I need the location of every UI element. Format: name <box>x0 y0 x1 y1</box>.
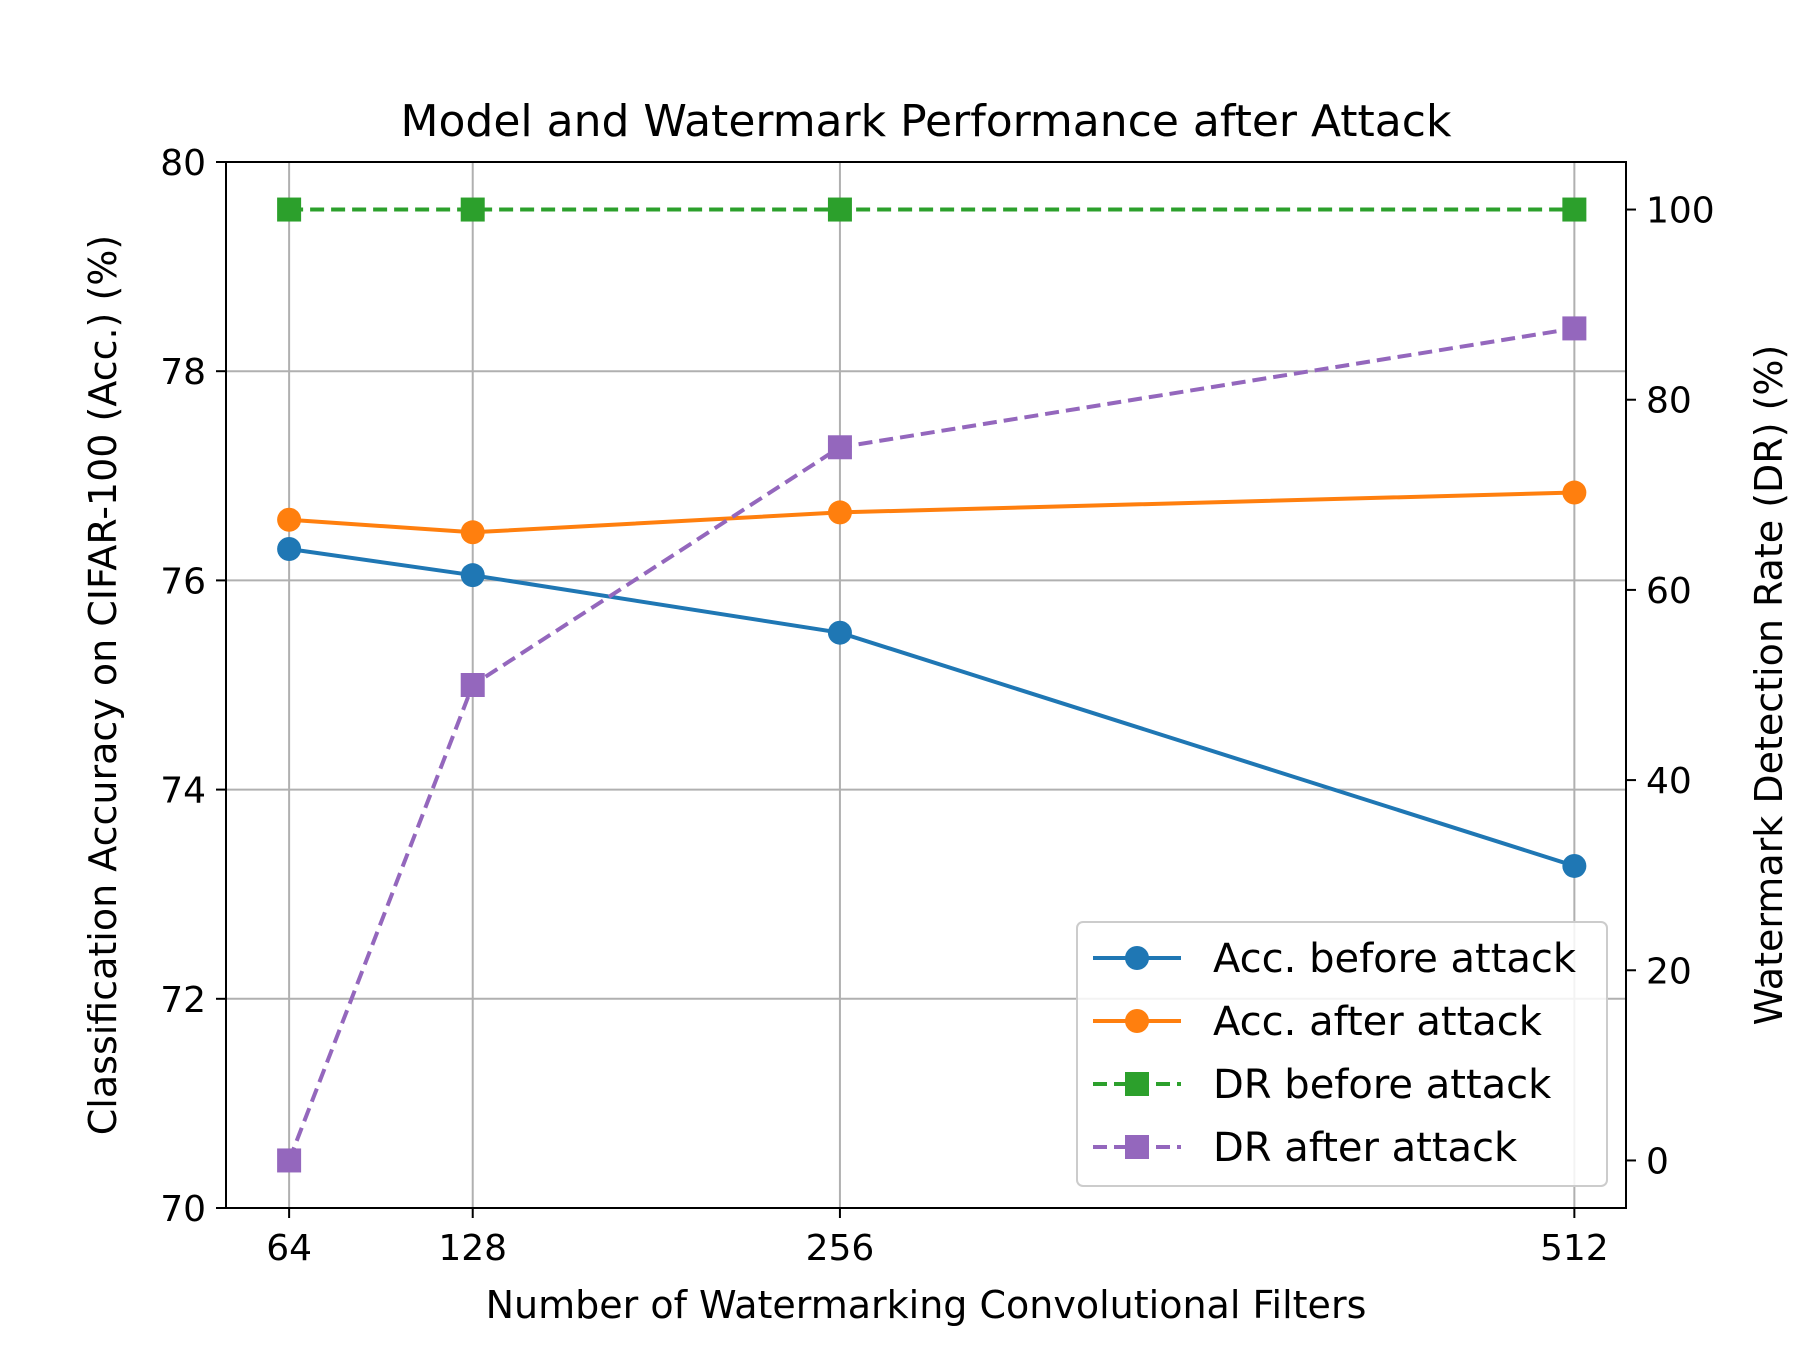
y-left-tick-label: 72 <box>160 980 206 1021</box>
legend-swatch-marker <box>1125 946 1149 970</box>
series-line <box>288 490 1575 535</box>
x-tick-label: 512 <box>1540 1228 1609 1269</box>
plot-frame <box>225 161 1627 1209</box>
y-right-tick-label: 40 <box>1646 761 1692 802</box>
y-right-tick-label: 20 <box>1646 951 1692 992</box>
legend-entry: DR after attack <box>1093 1125 1518 1171</box>
series-line <box>288 547 1575 868</box>
series-point <box>1562 853 1587 878</box>
series-point <box>460 197 485 222</box>
series-point <box>827 197 852 222</box>
legend-box <box>1076 921 1608 1187</box>
series-point <box>827 620 852 645</box>
chart-title: Model and Watermark Performance after At… <box>401 96 1452 147</box>
legend-swatch-marker <box>1125 1135 1149 1159</box>
legend-swatch-marker <box>1125 1009 1149 1033</box>
y-left-tick-label: 76 <box>160 561 206 602</box>
y-left-tick-label: 80 <box>160 143 206 184</box>
legend: Acc. before attack Acc. after attack DR be… <box>1076 921 1608 1187</box>
axes-layer <box>225 161 1627 1209</box>
legend-label: DR before attack <box>1213 1062 1552 1108</box>
x-tick-label: 128 <box>438 1228 507 1269</box>
series-2 <box>277 480 1587 545</box>
x-tick-label: 64 <box>266 1228 312 1269</box>
series-point <box>1562 316 1587 341</box>
series-layer <box>277 197 1587 1173</box>
series-point <box>277 1148 302 1173</box>
series-4 <box>277 316 1587 1173</box>
x-axis-label: Number of Watermarking Convolutional Fil… <box>486 1283 1367 1327</box>
series-3 <box>277 197 1587 222</box>
y-right-tick-label: 80 <box>1646 381 1692 422</box>
y-axis-label-left: Classification Accuracy on CIFAR-100 (Ac… <box>81 235 125 1135</box>
series-point <box>827 435 852 460</box>
series-1 <box>277 537 1587 878</box>
series-point <box>827 500 852 525</box>
series-point <box>460 673 485 697</box>
legend-entry: DR before attack <box>1093 1062 1552 1108</box>
legend-label: DR after attack <box>1213 1125 1518 1171</box>
series-point <box>277 537 302 562</box>
series-point <box>277 197 302 222</box>
y-left-tick-label: 74 <box>160 771 206 812</box>
legend-entry: Acc. before attack <box>1093 936 1577 982</box>
series-point <box>460 520 485 545</box>
series-line <box>287 326 1575 1162</box>
series-point <box>460 563 485 588</box>
y-axis-label-right: Watermark Detection Rate (DR) (%) <box>1747 345 1791 1026</box>
series-point <box>1562 480 1587 505</box>
series-point <box>277 507 302 532</box>
legend-label: Acc. before attack <box>1213 936 1577 982</box>
legend-swatch-marker <box>1125 1072 1149 1096</box>
legend-label: Acc. after attack <box>1213 999 1543 1045</box>
series-point <box>1562 197 1587 222</box>
x-tick-label: 256 <box>806 1228 875 1269</box>
ticks-layer: 64 128 256 512 70 72 74 76 78 80 0 20 40 60 80 100 <box>160 143 1715 1269</box>
y-left-tick-label: 70 <box>160 1189 206 1230</box>
legend-entry: Acc. after attack <box>1093 999 1543 1045</box>
y-right-tick-label: 0 <box>1646 1141 1669 1182</box>
y-right-tick-label: 60 <box>1646 571 1692 612</box>
y-right-tick-label: 100 <box>1646 191 1715 232</box>
y-left-tick-label: 78 <box>160 352 206 393</box>
